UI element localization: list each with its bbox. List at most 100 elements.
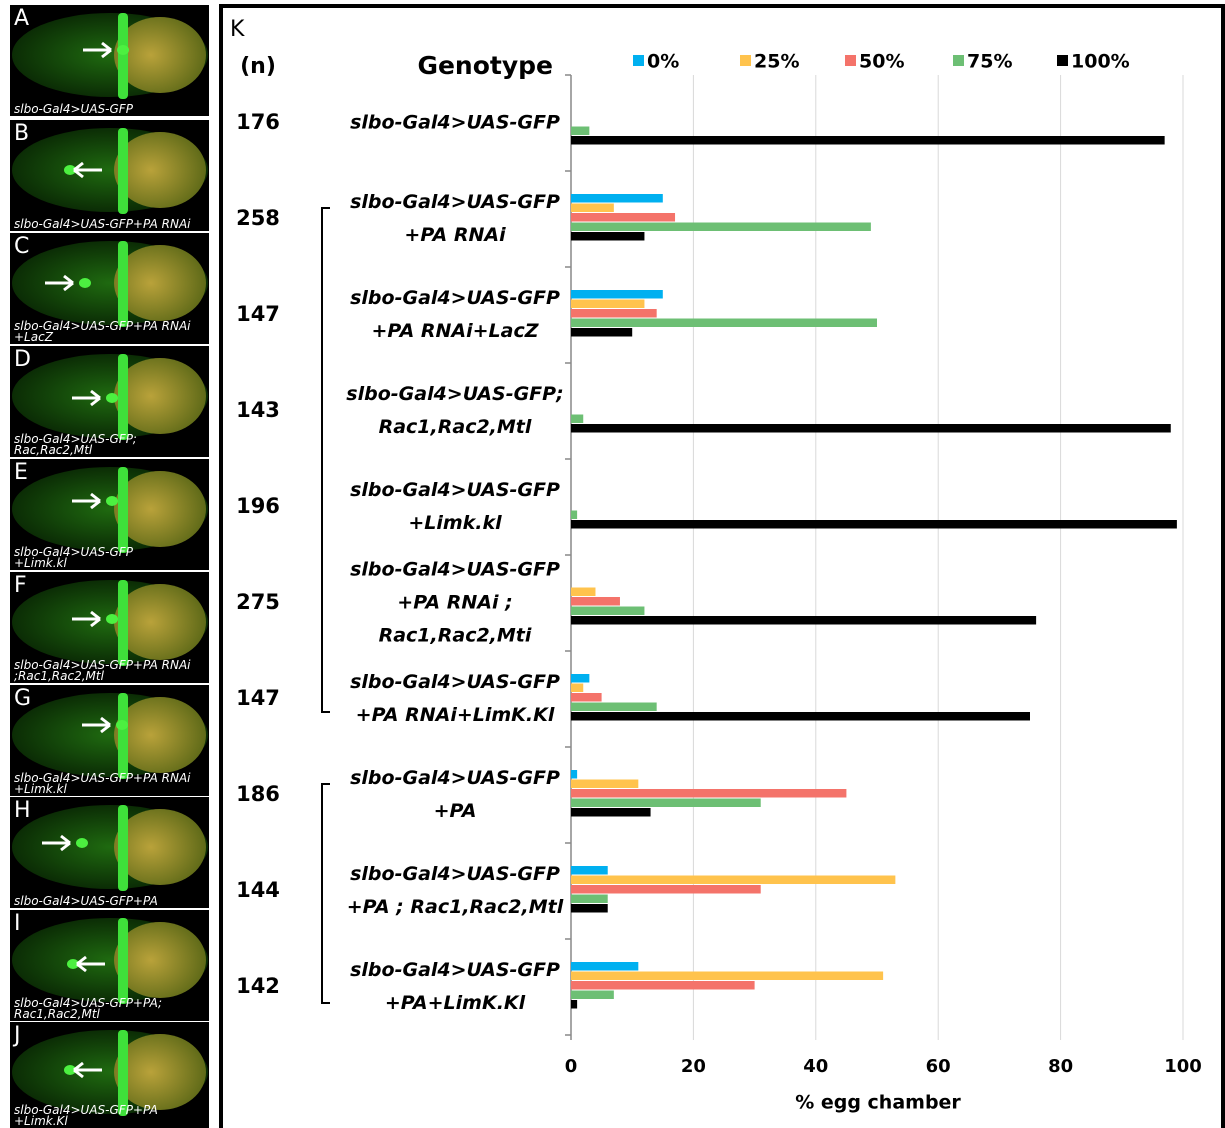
image-panel: Aslbo-Gal4>UAS-GFP [10,5,209,116]
legend-label: 100% [1071,51,1130,73]
bar [571,511,577,520]
border-cells [118,580,128,666]
bar [571,876,895,885]
panel-letter: C [14,234,29,259]
genotype-label: slbo-Gal4>UAS-GFP [350,959,560,981]
image-panels: Aslbo-Gal4>UAS-GFPBslbo-Gal4>UAS-GFP+PA … [10,5,209,1128]
image-panel: Bslbo-Gal4>UAS-GFP+PA RNAi [10,120,209,231]
n-value: 275 [236,590,280,614]
y-axis-title: Genotype [417,51,553,80]
genotype-label: +Limk.kl [408,512,502,534]
bar [571,866,608,875]
bar [571,520,1177,529]
genotype-label: slbo-Gal4>UAS-GFP [350,767,560,789]
border-cells [118,354,128,440]
image-panel: Jslbo-Gal4>UAS-GFP+PA+Limk.Kl [10,1022,209,1128]
bracket [322,784,330,1003]
n-value: 143 [236,398,280,422]
panel-letter: I [14,911,21,936]
bar [571,194,663,203]
legend-label: 25% [754,51,799,73]
x-tick-label: 60 [926,1056,951,1077]
x-tick-label: 20 [681,1056,706,1077]
bar [571,415,583,424]
panel-caption: slbo-Gal4>UAS-GFP+PA RNAi [14,217,191,231]
genotype-label: slbo-Gal4>UAS-GFP; [346,383,563,405]
bar [571,616,1036,625]
panel-caption: ;Rac1,Rac2,Mtl [14,669,105,683]
border-cells [118,693,128,779]
genotype-label: slbo-Gal4>UAS-GFP [350,559,560,581]
border-cells [118,241,128,327]
bar [571,972,883,981]
panel-letter: J [12,1023,21,1048]
bar [571,674,589,683]
panel-caption: +Limk.kl [14,556,67,570]
bar [571,424,1171,433]
legend-swatch [1057,55,1068,66]
legend-label: 75% [967,51,1012,73]
bar [571,328,632,337]
genotype-label: +PA ; Rac1,Rac2,Mtl [347,896,564,918]
bar [571,588,595,597]
n-header: (n) [240,54,276,79]
cell-cluster [116,720,128,730]
genotype-label: +PA RNAi [404,224,506,246]
border-cells [118,467,128,553]
legend-label: 50% [859,51,904,73]
panel-caption: +Limk.Kl [14,1114,68,1128]
bar [571,213,675,222]
bar [571,808,651,817]
figure: Aslbo-Gal4>UAS-GFPBslbo-Gal4>UAS-GFP+PA … [0,0,1225,1128]
genotype-label: +PA+LimK.Kl [385,992,526,1014]
bar [571,319,877,328]
border-cells [118,918,128,1004]
x-tick-label: 0 [565,1056,578,1077]
genotype-label: Rac1,Rac2,Mtl [379,416,532,438]
bar [571,300,644,309]
genotype-label: slbo-Gal4>UAS-GFP [350,112,560,134]
image-panel: Cslbo-Gal4>UAS-GFP+PA RNAi+LacZ [10,233,209,344]
bar [571,204,614,213]
cell-cluster [106,614,118,624]
panel-letter: H [14,798,31,823]
panel-letter: B [14,121,29,146]
bar [571,789,846,798]
bar [571,895,608,904]
bracket [322,208,330,712]
genotype-label: +PA RNAi+LacZ [371,320,539,342]
bar [571,693,602,702]
genotype-label: slbo-Gal4>UAS-GFP [350,863,560,885]
genotype-label: +PA [434,800,477,822]
bar [571,290,663,299]
legend-swatch [633,55,644,66]
bar [571,703,657,712]
legend-label: 0% [647,51,679,73]
panel-caption: slbo-Gal4>UAS-GFP+PA [14,894,158,908]
bar [571,1000,577,1009]
bar [571,885,761,894]
bar [571,962,638,971]
panel-letter: D [14,347,31,372]
bar [571,223,871,232]
bar [571,684,583,693]
image-panel: Gslbo-Gal4>UAS-GFP+PA RNAi+Limk.kl [10,685,209,796]
bar [571,712,1030,721]
legend-swatch [953,55,964,66]
genotype-label: slbo-Gal4>UAS-GFP [350,191,560,213]
bar [571,607,644,616]
legend-swatch [845,55,856,66]
x-tick-label: 100 [1164,1056,1202,1077]
panel-letter: A [14,6,29,31]
panel-letter: G [14,686,31,711]
image-panel: Fslbo-Gal4>UAS-GFP+PA RNAi;Rac1,Rac2,Mtl [10,572,209,683]
n-value: 176 [236,110,280,134]
bar [571,136,1165,145]
bar [571,309,657,318]
bar [571,991,614,1000]
bar [571,799,761,808]
bar [571,780,638,789]
